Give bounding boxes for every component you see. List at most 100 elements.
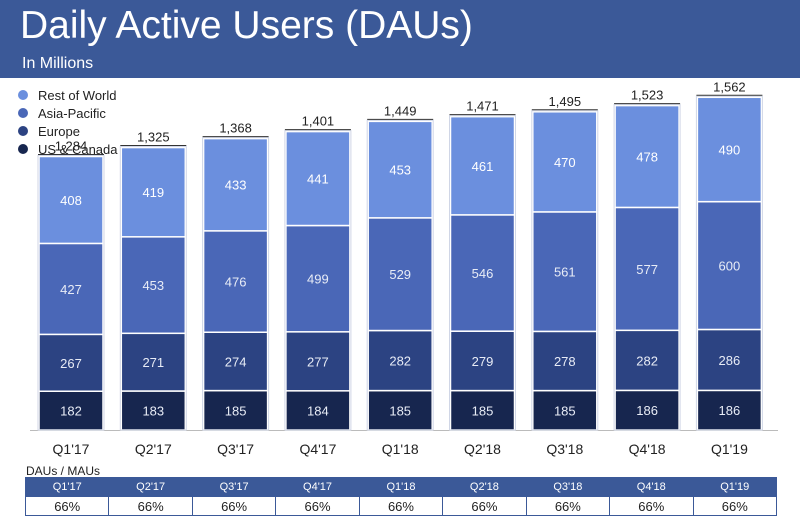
bar-outline <box>202 137 270 431</box>
data-label-asia-pacific: 546 <box>472 266 494 281</box>
bar-segment-us-canada <box>367 389 433 431</box>
bar-outline <box>366 119 434 431</box>
data-label-europe: 274 <box>225 354 247 369</box>
dau-mau-quarter: Q4'17 <box>275 477 360 497</box>
bar-outline <box>284 130 352 431</box>
dau-mau-value: 66% <box>692 496 777 516</box>
dau-mau-quarter: Q1'18 <box>358 477 444 497</box>
data-label-rest-of-world: 461 <box>472 159 494 174</box>
data-label-us-canada: 186 <box>636 403 658 418</box>
x-tick-label: Q2'18 <box>464 441 501 457</box>
data-label-rest-of-world: 408 <box>60 193 82 208</box>
bar-outline <box>531 110 599 431</box>
data-label-europe: 279 <box>472 354 494 369</box>
bar-segment-asia-pacific <box>38 242 104 336</box>
data-label-asia-pacific: 577 <box>636 262 658 277</box>
dau-mau-table: Q1'17 Q2'17 Q3'17 Q4'17 Q1'18 Q2'18 Q3'1… <box>24 477 777 516</box>
dau-mau-quarter: Q3'18 <box>525 477 611 497</box>
bar-segment-asia-pacific <box>120 236 187 335</box>
dau-mau-value: 66% <box>525 496 611 516</box>
header-banner: Daily Active Users (DAUs) In Millions <box>0 0 800 78</box>
dau-mau-value: 66% <box>442 496 527 516</box>
data-label-asia-pacific: 561 <box>554 265 576 280</box>
bar-segment-europe <box>614 329 680 392</box>
dau-mau-value: 66% <box>24 496 110 516</box>
bar-segment-europe <box>367 329 433 392</box>
data-label-us-canada: 185 <box>389 403 411 418</box>
dau-mau-label: DAUs / MAUs <box>26 464 101 478</box>
data-label-rest-of-world: 433 <box>225 178 247 193</box>
data-label-europe: 282 <box>389 354 411 369</box>
dau-mau-value: 66% <box>358 496 444 516</box>
bar-segment-rest-of-world <box>367 120 433 219</box>
bar-segment-us-canada <box>38 390 104 431</box>
x-tick-label: Q3'18 <box>546 441 583 457</box>
total-label: 1,523 <box>631 88 664 103</box>
dau-mau-value: 66% <box>191 496 277 516</box>
data-label-europe: 267 <box>60 356 82 371</box>
legend-item-asia-pacific: Asia-Pacific <box>18 104 118 122</box>
data-label-rest-of-world: 441 <box>307 172 329 187</box>
bar-segment-europe <box>285 331 351 392</box>
data-label-asia-pacific: 600 <box>719 259 741 274</box>
data-label-rest-of-world: 490 <box>719 142 741 157</box>
dau-mau-value-row: 66% 66% 66% 66% 66% 66% 66% 66% 66% <box>24 496 777 516</box>
x-tick-label: Q1'19 <box>711 441 748 457</box>
legend-item-europe: Europe <box>18 122 118 140</box>
bar-outline <box>37 155 105 431</box>
total-label: 1,368 <box>219 121 252 136</box>
dau-mau-quarter: Q4'18 <box>609 477 694 497</box>
bar-segment-asia-pacific <box>202 230 269 333</box>
data-label-us-canada: 185 <box>554 403 576 418</box>
bar-segment-us-canada <box>120 390 187 431</box>
bar-segment-rest-of-world <box>120 146 187 238</box>
data-label-us-canada: 182 <box>60 404 82 419</box>
bar-outline <box>613 104 681 431</box>
data-label-us-canada: 186 <box>719 403 741 418</box>
legend-swatch-rest-of-world <box>18 90 28 100</box>
legend-label-rest-of-world: Rest of World <box>38 87 117 103</box>
dau-mau-value: 66% <box>609 496 694 516</box>
total-label: 1,471 <box>466 99 499 114</box>
dau-mau-quarter: Q2'17 <box>108 477 193 497</box>
data-label-rest-of-world: 453 <box>389 163 411 178</box>
bar-segment-asia-pacific <box>367 217 433 332</box>
legend-label-us-canada: US & Canada <box>38 141 118 157</box>
data-label-europe: 277 <box>307 354 329 369</box>
bar-segment-us-canada <box>285 390 351 431</box>
x-tick-label: Q3'17 <box>217 441 254 457</box>
bar-outline <box>119 146 187 431</box>
total-label: 1,284 <box>55 139 88 154</box>
bar-segment-rest-of-world <box>38 155 104 245</box>
data-label-rest-of-world: 478 <box>636 150 658 165</box>
x-tick-label: Q4'18 <box>629 441 666 457</box>
bar-segment-rest-of-world <box>696 96 763 203</box>
data-label-us-canada: 183 <box>142 404 164 419</box>
total-label: 1,449 <box>384 103 417 118</box>
data-label-asia-pacific: 453 <box>142 278 164 293</box>
bar-segment-rest-of-world <box>285 130 351 227</box>
bar-segment-rest-of-world <box>614 104 680 209</box>
page-title: Daily Active Users (DAUs) <box>20 4 473 47</box>
bar-outline <box>449 115 516 431</box>
bar-segment-asia-pacific <box>285 224 351 333</box>
dau-mau-header-row: Q1'17 Q2'17 Q3'17 Q4'17 Q1'18 Q2'18 Q3'1… <box>24 477 777 497</box>
data-label-rest-of-world: 470 <box>554 155 576 170</box>
data-label-us-canada: 184 <box>307 403 329 418</box>
total-label: 1,325 <box>137 130 170 145</box>
x-tick-label: Q4'17 <box>299 441 336 457</box>
bar-segment-rest-of-world <box>449 115 516 216</box>
legend-label-europe: Europe <box>38 123 80 139</box>
data-label-asia-pacific: 427 <box>60 282 82 297</box>
legend-item-us-canada: US & Canada <box>18 140 118 158</box>
bar-segment-asia-pacific <box>449 214 516 332</box>
bar-segment-asia-pacific <box>614 206 680 332</box>
data-label-asia-pacific: 529 <box>389 267 411 282</box>
total-label: 1,562 <box>713 79 746 94</box>
page-subtitle: In Millions <box>22 55 94 72</box>
data-label-europe: 286 <box>719 353 741 368</box>
dau-mau-value: 66% <box>108 496 193 516</box>
data-label-asia-pacific: 476 <box>225 275 247 290</box>
data-label-us-canada: 185 <box>225 403 247 418</box>
total-label: 1,401 <box>302 114 335 129</box>
